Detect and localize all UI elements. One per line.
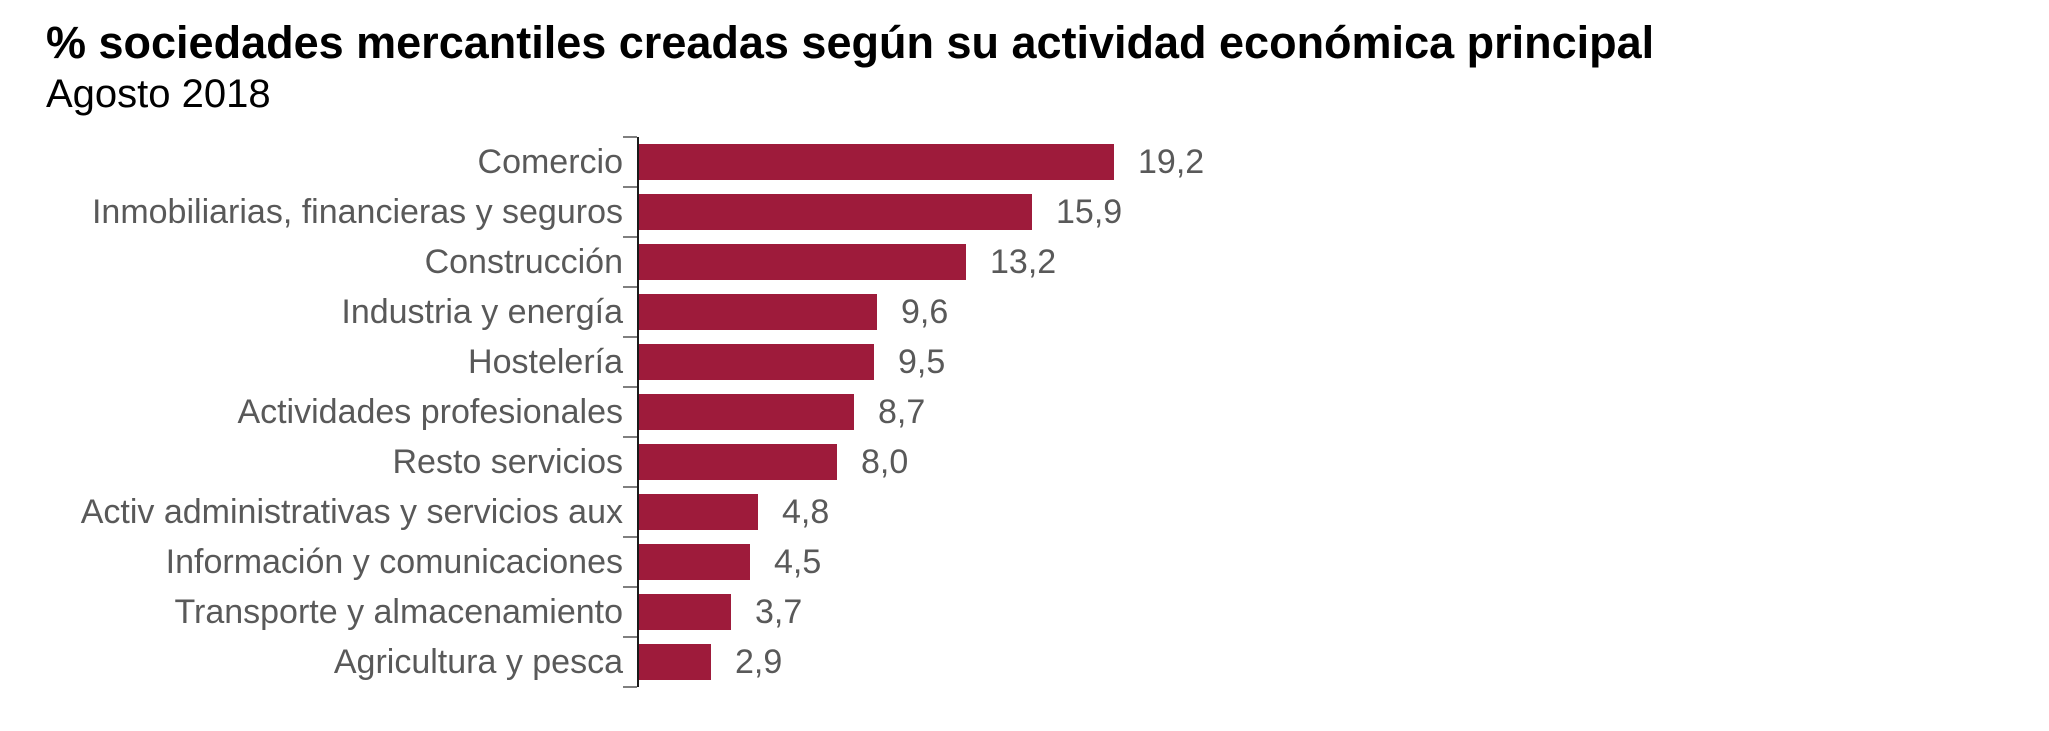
bar-area: 4,8 xyxy=(623,486,2049,537)
value-label: 9,5 xyxy=(898,342,946,381)
bar xyxy=(639,144,1114,180)
bar-area: 4,5 xyxy=(623,536,2049,587)
value-label: 8,7 xyxy=(878,392,926,431)
category-label: Comercio xyxy=(477,142,623,181)
bar xyxy=(639,544,750,580)
bar-area: 8,7 xyxy=(623,386,2049,437)
value-label: 4,8 xyxy=(782,492,830,531)
bar-area: 13,2 xyxy=(623,236,2049,287)
value-label: 8,0 xyxy=(861,442,909,481)
chart-plot-area: Comercio 19,2 Inmobiliarias, financieras… xyxy=(0,136,2049,688)
value-label: 3,7 xyxy=(755,592,803,631)
bar xyxy=(639,444,837,480)
value-label: 9,6 xyxy=(901,292,949,331)
chart-row: Información y comunicaciones 4,5 xyxy=(0,536,2049,587)
chart-row: Inmobiliarias, financieras y seguros 15,… xyxy=(0,186,2049,237)
chart-row: Construcción 13,2 xyxy=(0,236,2049,287)
bar xyxy=(639,494,758,530)
bar-area: 2,9 xyxy=(623,636,2049,688)
chart-row: Transporte y almacenamiento 3,7 xyxy=(0,586,2049,637)
chart-row: Actividades profesionales 8,7 xyxy=(0,386,2049,437)
category-label: Activ administrativas y servicios aux xyxy=(80,492,623,531)
category-label: Transporte y almacenamiento xyxy=(174,592,623,631)
category-label: Resto servicios xyxy=(392,442,623,481)
value-label: 15,9 xyxy=(1056,192,1123,231)
page-title: % sociedades mercantiles creadas según s… xyxy=(46,17,1655,68)
chart-header: % sociedades mercantiles creadas según s… xyxy=(0,0,2049,118)
bar-area: 3,7 xyxy=(623,586,2049,637)
bar xyxy=(639,344,874,380)
chart-subtitle: Agosto 2018 xyxy=(46,72,271,116)
bar-area: 15,9 xyxy=(623,186,2049,237)
chart-row: Industria y energía 9,6 xyxy=(0,286,2049,337)
category-label: Agricultura y pesca xyxy=(333,642,623,681)
chart-row: Hostelería 9,5 xyxy=(0,336,2049,387)
chart-row: Comercio 19,2 xyxy=(0,136,2049,187)
bar-area: 9,6 xyxy=(623,286,2049,337)
bar-chart: Comercio 19,2 Inmobiliarias, financieras… xyxy=(0,136,2049,688)
chart-row: Activ administrativas y servicios aux 4,… xyxy=(0,486,2049,537)
bar xyxy=(639,394,854,430)
category-label: Inmobiliarias, financieras y seguros xyxy=(91,192,623,231)
bar xyxy=(639,194,1032,230)
category-label: Construcción xyxy=(424,242,623,281)
bar-area: 9,5 xyxy=(623,336,2049,387)
bar xyxy=(639,244,966,280)
category-label: Industria y energía xyxy=(341,292,623,331)
chart-row: Agricultura y pesca 2,9 xyxy=(0,636,2049,688)
category-label: Actividades profesionales xyxy=(237,392,623,431)
category-label: Información y comunicaciones xyxy=(165,542,623,581)
bar xyxy=(639,594,731,630)
bar xyxy=(639,294,877,330)
bar xyxy=(639,644,711,680)
chart-row: Resto servicios 8,0 xyxy=(0,436,2049,487)
category-label: Hostelería xyxy=(468,342,623,381)
value-label: 19,2 xyxy=(1138,142,1205,181)
bar-area: 19,2 xyxy=(623,136,2049,187)
value-label: 2,9 xyxy=(735,642,783,681)
bar-area: 8,0 xyxy=(623,436,2049,487)
value-label: 4,5 xyxy=(774,542,822,581)
value-label: 13,2 xyxy=(990,242,1057,281)
